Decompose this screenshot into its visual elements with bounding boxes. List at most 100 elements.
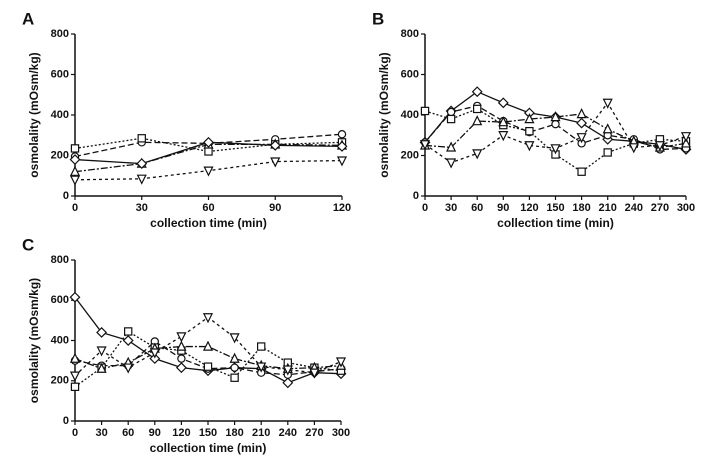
data-point: [202, 313, 214, 324]
data-point: [203, 136, 214, 148]
data-point: [525, 126, 534, 136]
data-point: [576, 117, 588, 129]
x-tick-label: 60: [122, 427, 134, 439]
data-point: [498, 116, 509, 127]
x-tick-label: 30: [136, 202, 148, 214]
data-point: [524, 113, 535, 124]
data-point: [472, 115, 483, 126]
y-tick-label: 200: [401, 149, 419, 161]
x-tick-label: 210: [252, 427, 270, 439]
y-tick-label: 0: [413, 190, 419, 202]
x-tick-label: 0: [72, 202, 78, 214]
series-line: [424, 108, 687, 173]
data-point: [551, 119, 560, 129]
x-tick-label: 150: [199, 427, 217, 439]
y-tick-label: 600: [51, 68, 69, 80]
y-tick-label: 200: [51, 149, 69, 161]
data-point: [175, 362, 187, 374]
data-point: [177, 354, 186, 363]
y-axis-title: osmolality (mOsm/kg): [377, 52, 391, 177]
data-point: [335, 357, 347, 368]
series-line: [74, 330, 342, 388]
data-point: [550, 144, 561, 155]
data-point: [96, 346, 107, 357]
x-axis-title: collection time (min): [150, 441, 267, 455]
data-point: [69, 154, 81, 165]
x-tick-label: 300: [677, 202, 695, 214]
data-point: [680, 132, 692, 143]
data-point: [270, 157, 281, 168]
y-tick-label: 600: [401, 68, 419, 80]
panel-label: B: [372, 9, 384, 28]
x-tick-label: 300: [332, 427, 350, 439]
data-point: [202, 340, 214, 351]
data-point: [122, 335, 134, 346]
data-point: [149, 348, 160, 359]
series-line: [74, 133, 343, 158]
y-tick-label: 400: [51, 109, 69, 121]
panel-label: A: [22, 9, 34, 28]
data-point: [70, 382, 80, 391]
data-point: [603, 148, 612, 157]
data-point: [69, 165, 81, 176]
x-tick-label: 150: [546, 202, 564, 214]
panel-label: C: [22, 235, 34, 254]
x-tick-label: 90: [269, 202, 281, 214]
x-tick-label: 180: [572, 202, 590, 214]
data-point: [680, 137, 692, 148]
x-tick-label: 270: [651, 202, 669, 214]
data-point: [309, 368, 320, 379]
x-tick-label: 120: [333, 202, 351, 214]
data-point: [337, 130, 347, 139]
data-point: [420, 106, 430, 116]
data-point: [70, 144, 80, 153]
data-point: [176, 332, 187, 343]
x-axis-title: collection time (min): [150, 216, 267, 230]
data-point: [446, 141, 457, 152]
data-point: [203, 166, 214, 177]
data-point: [524, 141, 535, 152]
x-tick-label: 120: [172, 427, 190, 439]
x-tick-label: 60: [202, 202, 214, 214]
y-tick-label: 400: [51, 334, 69, 346]
data-point: [282, 377, 294, 389]
x-tick-label: 120: [520, 202, 538, 214]
data-point: [230, 363, 239, 372]
y-tick-label: 800: [51, 28, 69, 40]
data-point: [96, 362, 107, 373]
x-tick-label: 240: [625, 202, 643, 214]
data-point: [229, 333, 240, 344]
data-point: [69, 291, 81, 303]
data-point: [176, 340, 187, 351]
data-point: [576, 108, 587, 119]
data-point: [336, 140, 348, 152]
data-point: [203, 362, 213, 371]
data-point: [446, 107, 456, 117]
data-point: [137, 134, 146, 143]
data-point: [136, 158, 148, 170]
data-point: [497, 97, 509, 109]
x-tick-label: 270: [305, 427, 323, 439]
x-tick-label: 30: [445, 202, 457, 214]
data-point: [419, 140, 431, 151]
data-point: [230, 373, 239, 382]
series-line: [424, 105, 687, 151]
y-tick-label: 400: [401, 109, 419, 121]
y-axis-title: osmolality (mOsm/kg): [27, 278, 41, 403]
data-point: [69, 352, 81, 363]
x-tick-label: 180: [225, 427, 243, 439]
x-tick-label: 0: [72, 427, 78, 439]
x-tick-label: 60: [471, 202, 483, 214]
data-point: [446, 158, 457, 169]
y-tick-label: 200: [51, 375, 69, 387]
data-point: [602, 98, 613, 109]
data-point: [204, 147, 213, 156]
x-tick-label: 30: [95, 427, 107, 439]
series-line: [74, 137, 343, 153]
y-tick-label: 800: [51, 254, 69, 266]
data-point: [96, 327, 108, 338]
data-point: [473, 104, 482, 114]
x-tick-label: 90: [149, 427, 161, 439]
data-point: [123, 327, 133, 336]
